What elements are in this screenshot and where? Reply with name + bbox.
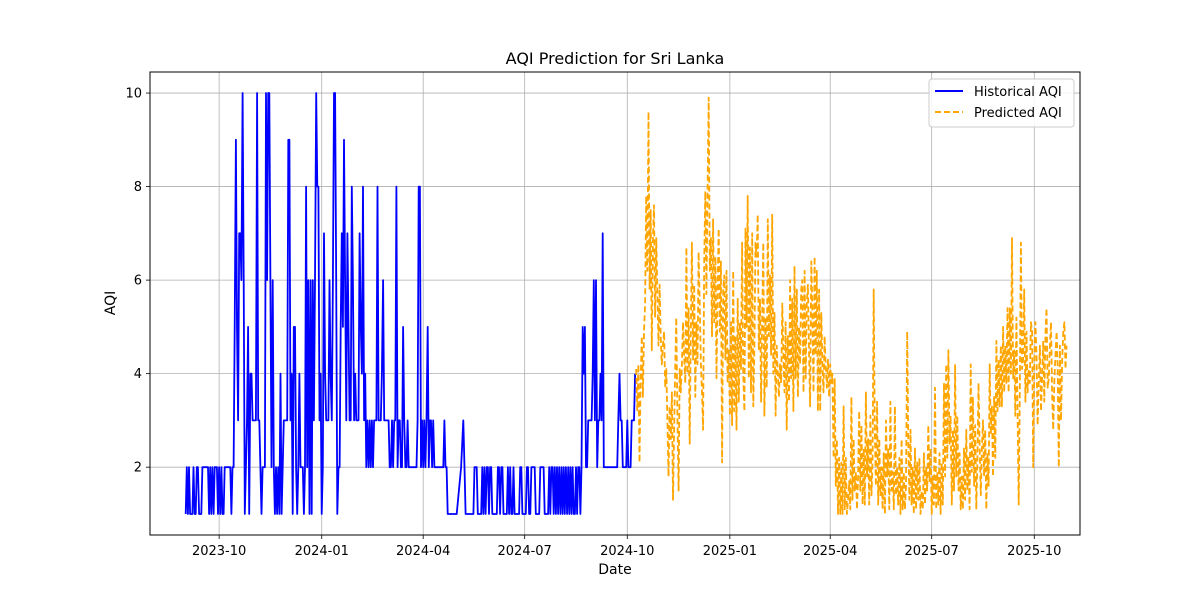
y-tick-label: 2 <box>134 461 142 476</box>
x-tick-label: 2025-04 <box>803 544 857 559</box>
x-axis-title: Date <box>598 562 631 578</box>
x-tick-label: 2024-10 <box>600 544 654 559</box>
x-tick-label: 2025-07 <box>905 544 959 559</box>
x-axis: 2023-10 2024-01 2024-04 2024-07 2024-10 2025-… <box>192 535 1061 559</box>
x-tick-label: 2024-04 <box>396 544 450 559</box>
series-line-predicted <box>635 96 1068 515</box>
y-tick-label: 6 <box>134 274 142 289</box>
legend-label-historical: Historical AQI <box>974 85 1062 100</box>
y-tick-label: 10 <box>125 87 142 102</box>
legend-box <box>928 78 1075 128</box>
x-tick-label: 2024-07 <box>498 544 552 559</box>
y-tick-label: 8 <box>134 180 142 195</box>
x-tick-label: 2025-10 <box>1007 544 1061 559</box>
chart-title: AQI Prediction for Sri Lanka <box>506 49 725 68</box>
legend: Historical AQI Predicted AQI <box>928 78 1075 128</box>
y-axis-title: AQI <box>103 291 119 315</box>
x-tick-label: 2025-01 <box>703 544 757 559</box>
x-tick-label: 2024-01 <box>295 544 349 559</box>
series-layer <box>184 92 1068 515</box>
x-tick-label: 2023-10 <box>192 544 246 559</box>
series-line-historical <box>184 92 636 515</box>
y-tick-label: 4 <box>134 367 142 382</box>
y-axis: 2 4 6 8 10 <box>125 87 150 476</box>
legend-label-predicted: Predicted AQI <box>974 106 1062 121</box>
plot-frame <box>149 71 1081 536</box>
